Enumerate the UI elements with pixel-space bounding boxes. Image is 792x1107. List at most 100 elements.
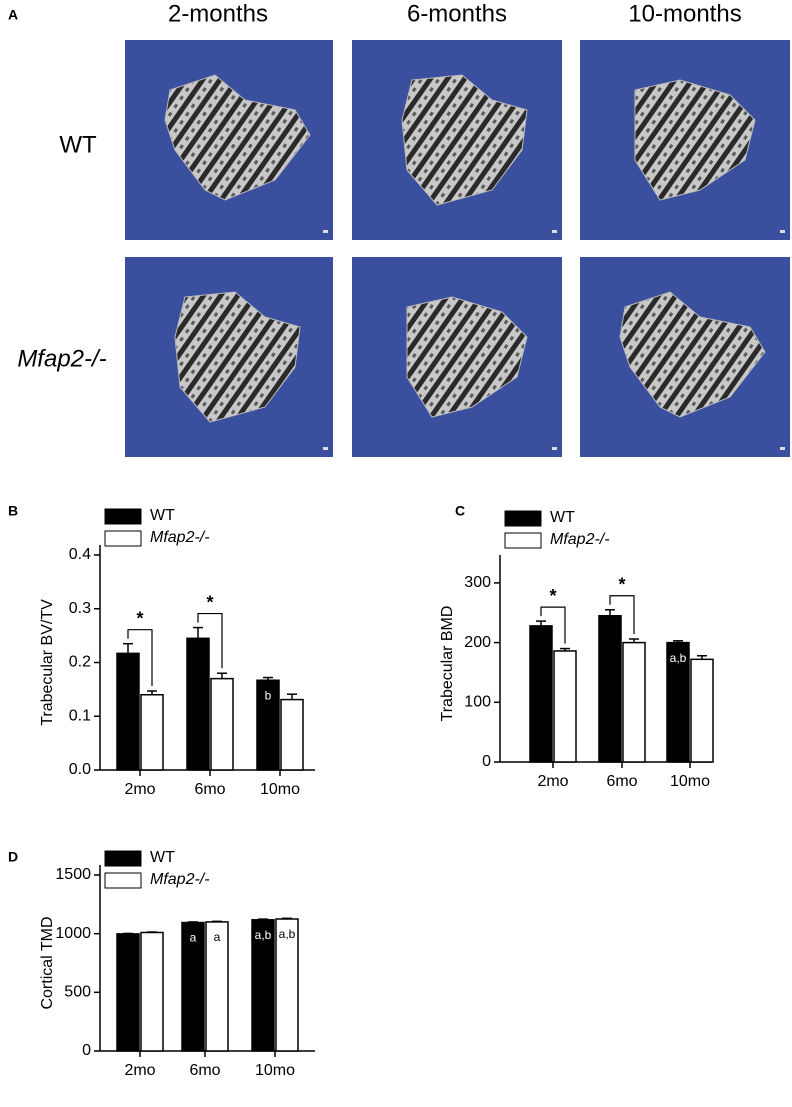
significance-label: * xyxy=(618,575,625,595)
bar xyxy=(275,918,299,1052)
trabecular-bone xyxy=(634,79,756,201)
chart: C WT Mfap2-/- 0 100 200 300 Trabecular BMD 2mo * 6… xyxy=(439,503,714,790)
y-tick-label: 200 xyxy=(464,634,491,651)
scale-bar xyxy=(780,230,785,233)
x-tick-label: 2mo xyxy=(124,781,155,798)
trabecular-bone xyxy=(406,296,528,418)
significance-label: * xyxy=(549,586,556,606)
bar xyxy=(205,921,229,1052)
chart: D WT Mfap2-/- 0 500 1000 1500 Cortical TMD 2mo 6m… xyxy=(8,849,315,1079)
row-header: Mfap2-/- xyxy=(17,345,106,372)
y-tick-label: 0.2 xyxy=(69,654,91,671)
significance-bracket xyxy=(609,595,635,635)
column-header: 6-months xyxy=(407,0,507,27)
y-tick-label: 300 xyxy=(464,574,491,591)
x-tick-label: 6mo xyxy=(189,1062,220,1079)
panel-label: C xyxy=(455,503,465,519)
y-tick-label: 0 xyxy=(482,753,491,770)
x-tick-label: 10mo xyxy=(260,781,300,798)
bar xyxy=(210,677,234,771)
y-tick-label: 100 xyxy=(464,694,491,711)
bar-label: a,b xyxy=(255,928,272,942)
trabecular-bone xyxy=(619,291,766,418)
panel-label: B xyxy=(8,503,18,519)
legend-label: WT xyxy=(550,509,575,526)
bar xyxy=(598,614,622,763)
y-tick-label: 1500 xyxy=(55,866,91,883)
trabecular-bone xyxy=(401,74,528,206)
legend-label: WT xyxy=(150,849,175,866)
x-tick-label: 10mo xyxy=(670,773,710,790)
bar xyxy=(280,698,304,771)
x-tick-label: 6mo xyxy=(194,781,225,798)
bar-label: a xyxy=(190,931,197,945)
legend-label: WT xyxy=(150,507,175,524)
bar xyxy=(116,933,140,1052)
y-tick-label: 0.0 xyxy=(69,761,91,778)
scale-bar xyxy=(780,447,785,450)
bar xyxy=(666,641,690,763)
y-tick-label: 0.4 xyxy=(69,546,91,563)
significance-label: * xyxy=(206,592,213,612)
bar xyxy=(553,650,577,763)
bar xyxy=(116,652,140,771)
y-tick-label: 500 xyxy=(64,984,91,1001)
legend-swatch xyxy=(104,530,142,547)
bar-label: a xyxy=(214,930,221,944)
bar xyxy=(181,921,205,1052)
bar xyxy=(140,694,164,771)
scale-bar xyxy=(552,447,557,450)
y-tick-label: 1000 xyxy=(55,925,91,942)
y-axis-label: Trabecular BV/TV xyxy=(39,599,56,726)
bar xyxy=(251,919,275,1052)
legend-swatch xyxy=(504,532,542,549)
y-axis-label: Cortical TMD xyxy=(39,916,56,1009)
column-header: 2-months xyxy=(168,0,268,27)
legend-swatch xyxy=(104,508,142,525)
legend-swatch xyxy=(504,510,542,527)
scale-bar xyxy=(552,230,557,233)
ct-image xyxy=(352,257,562,457)
significance-label: * xyxy=(136,608,143,628)
legend-label: Mfap2-/- xyxy=(150,871,210,888)
bar-label: a,b xyxy=(670,651,687,665)
ct-image xyxy=(580,40,790,240)
bar xyxy=(140,931,164,1052)
ct-image xyxy=(125,257,333,457)
trabecular-bone xyxy=(174,291,301,423)
bar xyxy=(622,641,646,763)
y-tick-label: 0.1 xyxy=(69,707,91,724)
bar-label: a,b xyxy=(279,927,296,941)
ct-image xyxy=(352,40,562,240)
bar-label: b xyxy=(265,688,272,702)
bar xyxy=(529,625,553,763)
scale-bar xyxy=(323,447,328,450)
bar xyxy=(186,637,210,771)
legend-label: Mfap2-/- xyxy=(550,531,610,548)
significance-bracket xyxy=(540,606,566,644)
y-axis-label: Trabecular BMD xyxy=(439,606,456,722)
x-tick-label: 2mo xyxy=(537,773,568,790)
legend-swatch xyxy=(104,872,142,889)
trabecular-bone xyxy=(164,74,311,201)
panel-label: D xyxy=(8,849,18,865)
x-tick-label: 10mo xyxy=(255,1062,295,1079)
ct-image xyxy=(580,257,790,457)
panel-label: A xyxy=(8,7,18,23)
significance-bracket xyxy=(197,612,223,669)
chart: B WT Mfap2-/- 0.0 0.1 0.2 0.3 0.4 Trabecular BV/… xyxy=(8,503,315,798)
x-tick-label: 6mo xyxy=(606,773,637,790)
y-tick-label: 0 xyxy=(82,1042,91,1059)
bar xyxy=(256,679,280,771)
bar xyxy=(690,658,714,763)
column-header: 10-months xyxy=(628,0,741,27)
row-header: WT xyxy=(59,131,97,158)
x-tick-label: 2mo xyxy=(124,1062,155,1079)
legend-swatch xyxy=(104,850,142,867)
y-tick-label: 0.3 xyxy=(69,600,91,617)
significance-bracket xyxy=(127,629,153,686)
legend-label: Mfap2-/- xyxy=(150,529,210,546)
panel-a: A 2-months 6-months 10-months WT Mfap2-/… xyxy=(8,0,790,457)
scale-bar xyxy=(323,230,328,233)
